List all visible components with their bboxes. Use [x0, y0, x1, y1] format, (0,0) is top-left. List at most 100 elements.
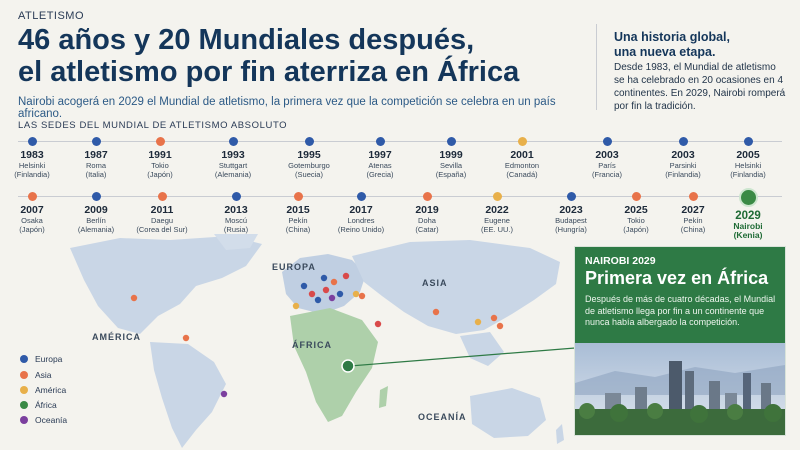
host-marker: [220, 390, 228, 398]
host-marker: [432, 308, 440, 316]
europe-shape: [282, 254, 366, 314]
host-marker: [182, 334, 190, 342]
edition-country: (Italia): [85, 170, 107, 179]
connector-line: [349, 347, 576, 367]
edition-year: 2019: [415, 204, 439, 216]
host-marker: [314, 296, 322, 304]
edition-marker: [231, 192, 241, 201]
edition-country: (Japón): [147, 170, 173, 179]
timeline-edition-1987: 1987 Roma (Italia): [61, 137, 131, 179]
host-marker: [308, 290, 316, 298]
edition-marker: [157, 192, 167, 201]
legend-dot: [20, 355, 28, 363]
legend-item-europa: Europa: [20, 354, 62, 364]
edition-country: (Hungría): [555, 225, 587, 234]
edition-country: (Finlandia): [14, 170, 50, 179]
edition-marker: [293, 192, 303, 201]
edition-year: 2009: [84, 204, 108, 216]
edition-country: (Finlandia): [665, 170, 701, 179]
edition-country: (Rusia): [223, 225, 249, 234]
card-title: Primera vez en África: [585, 268, 769, 288]
edition-country: (Alemania): [214, 170, 252, 179]
region-label-america: AMÉRICA: [92, 332, 141, 342]
timeline-edition-2003: 2003 Parsinki (Finlandia): [648, 137, 718, 179]
host-marker: [300, 282, 308, 290]
host-marker: [292, 302, 300, 310]
timeline-edition-1995: 1995 Gotemburgo (Suecia): [274, 137, 344, 179]
south-america-shape: [150, 342, 226, 448]
edition-city: Helsinki: [734, 161, 762, 170]
edition-country: (China): [285, 225, 311, 234]
edition-country: (Japón): [623, 225, 649, 234]
edition-marker: [356, 192, 366, 201]
edition-year: 1987: [84, 149, 108, 161]
host-marker: [352, 290, 360, 298]
card-kicker: NAIROBI 2029: [585, 255, 656, 267]
timeline-edition-1999: 1999 Sevilla (España): [416, 137, 486, 179]
edition-marker: [602, 137, 612, 146]
host-marker: [496, 322, 504, 330]
nairobi-skyline-photo: [575, 343, 785, 435]
edition-country: (Reino Unido): [337, 225, 385, 234]
edition-city: Edmonton: [504, 161, 540, 170]
edition-year: 2015: [286, 204, 310, 216]
edition-city: Londres: [347, 216, 375, 225]
edition-marker: [375, 137, 385, 146]
timeline-edition-2011: 2011 Daegu (Corea del Sur): [127, 192, 197, 234]
edition-country: (EE. UU.): [480, 225, 514, 234]
timeline-edition-2029: 2029 Nairobi (Kenia): [713, 188, 783, 240]
madagascar-shape: [379, 386, 388, 408]
edition-marker: [228, 137, 238, 146]
timeline-edition-2015: 2015 Pekín (China): [263, 192, 333, 234]
edition-marker: [422, 192, 432, 201]
legend-label: Europa: [35, 354, 63, 364]
edition-year: 1993: [221, 149, 245, 161]
edition-country: (Alemania): [77, 225, 115, 234]
edition-marker: [446, 137, 456, 146]
legend-item-oceania: Oceanía: [20, 415, 67, 425]
edition-marker: [91, 137, 101, 146]
host-marker: [474, 318, 482, 326]
edition-marker: [517, 137, 527, 146]
edition-year: 2025: [624, 204, 648, 216]
edition-marker: [27, 137, 37, 146]
legend-label: África: [35, 400, 57, 410]
asia-shape: [352, 240, 560, 334]
edition-country: (Kenia): [733, 230, 763, 240]
edition-city: Atenas: [368, 161, 392, 170]
legend-dot: [20, 401, 28, 409]
legend-label: América: [35, 385, 67, 395]
edition-marker: [91, 192, 101, 201]
edition-marker: [678, 137, 688, 146]
edition-year: 2022: [485, 204, 509, 216]
timeline-axis-row-1: [18, 141, 782, 142]
edition-year: 2003: [671, 149, 695, 161]
timeline-edition-2009: 2009 Berlín (Alemania): [61, 192, 131, 234]
edition-city: Moscú: [224, 216, 248, 225]
edition-city: Budapest: [555, 216, 587, 225]
host-marker: [490, 314, 498, 322]
edition-marker: [27, 192, 37, 201]
legend-dot: [20, 416, 28, 424]
edition-marker: [738, 188, 758, 207]
timeline-edition-2017: 2017 Londres (Reino Unido): [326, 192, 396, 234]
edition-year: 2003: [595, 149, 619, 161]
card-text: Después de más de cuatro décadas, el Mun…: [585, 294, 776, 327]
host-marker: [342, 272, 350, 280]
edition-year: 2013: [224, 204, 248, 216]
edition-marker: [743, 137, 753, 146]
edition-city: Parsinki: [669, 161, 697, 170]
edition-country: (China): [680, 225, 706, 234]
edition-country: (Catar): [415, 225, 439, 234]
host-marker: [130, 294, 138, 302]
edition-country: (Corea del Sur): [136, 225, 188, 234]
legend-dot: [20, 371, 28, 379]
side-title: Una historia global, una nueva etapa.: [614, 30, 794, 60]
edition-city: Sevilla: [439, 161, 463, 170]
edition-year: 2007: [20, 204, 44, 216]
north-america-shape: [70, 236, 262, 334]
legend-label: Asia: [35, 370, 52, 380]
legend-item-america: América: [20, 385, 66, 395]
edition-year: 2001: [510, 149, 534, 161]
edition-city: Daegu: [150, 216, 174, 225]
